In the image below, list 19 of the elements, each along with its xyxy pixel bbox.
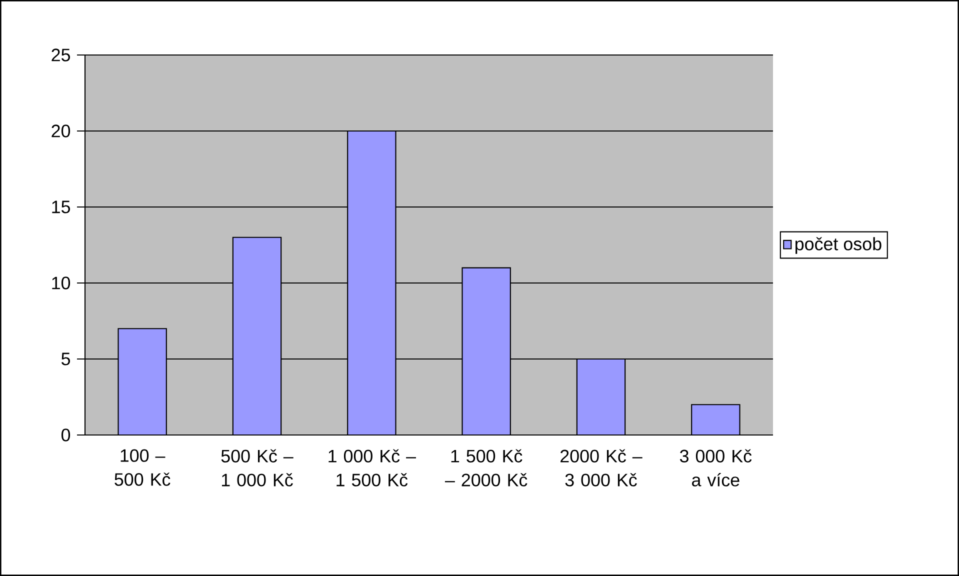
y-tick-label: 5 <box>61 352 70 366</box>
y-tick-label: 25 <box>52 48 70 62</box>
y-tick-label: 15 <box>52 200 70 214</box>
bar <box>462 267 511 435</box>
x-tick-label: 1 500 Kč – 2000 Kč <box>444 449 528 486</box>
bar <box>347 130 396 435</box>
legend-label: počet osob <box>795 237 882 254</box>
y-tick-label: 10 <box>52 276 70 290</box>
x-tick-label: 2000 Kč – 3 000 Kč <box>560 449 642 486</box>
bar <box>691 404 740 435</box>
y-tick-label: 0 <box>61 428 70 442</box>
x-tick-label: 1 000 Kč – 1 500 Kč <box>328 449 416 486</box>
x-tick-label: 3 000 Kč a více <box>680 449 752 486</box>
y-tick-label: 20 <box>52 124 70 138</box>
bar <box>118 328 167 435</box>
x-tick-label: 100 – 500 Kč <box>114 449 170 486</box>
bar <box>232 236 282 435</box>
bar <box>576 358 626 435</box>
x-tick-label: 500 Kč – 1 000 Kč <box>221 449 294 486</box>
